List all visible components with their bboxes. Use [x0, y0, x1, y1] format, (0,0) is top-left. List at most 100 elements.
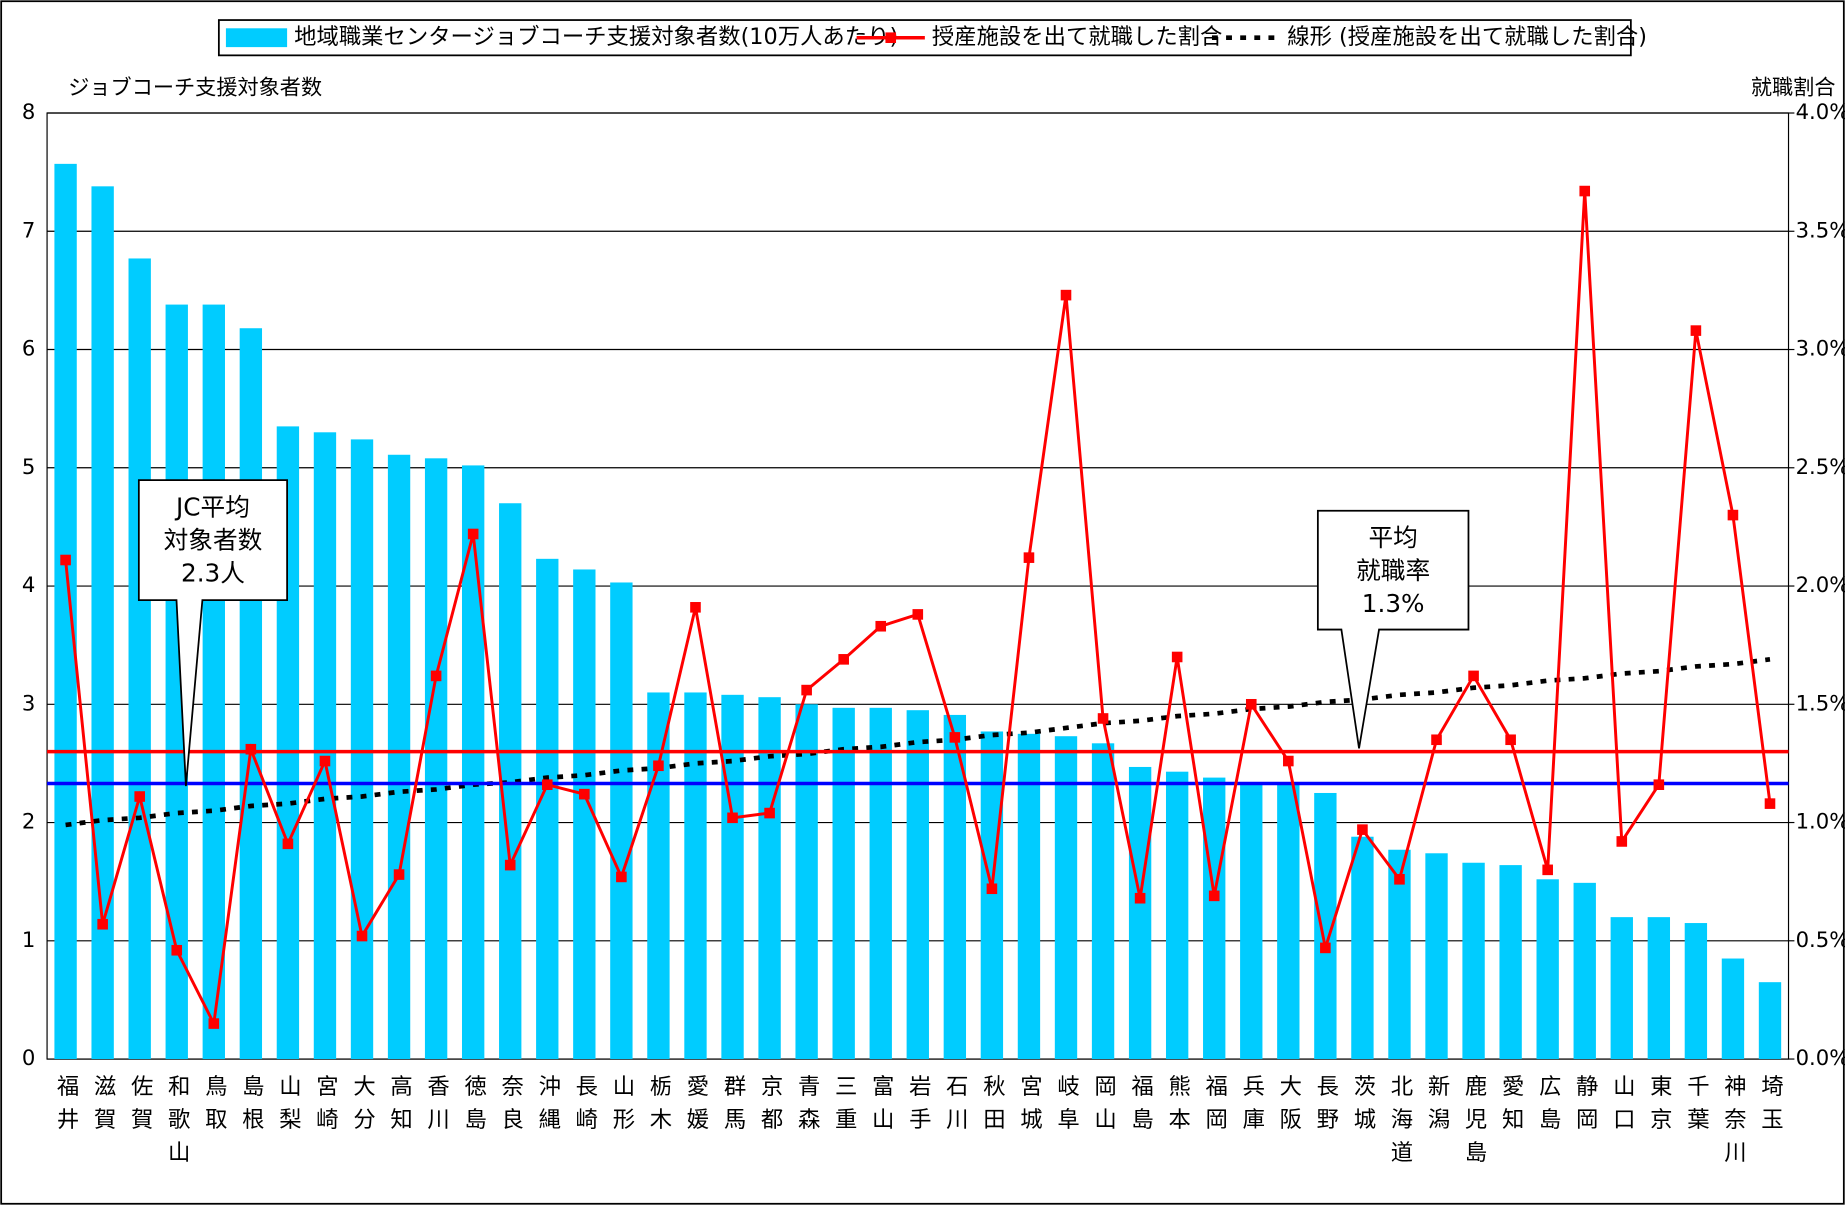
x-tick-label: 和歌山 [164, 1074, 190, 1173]
x-tick-label: 香川 [424, 1074, 450, 1140]
x-tick-label: 岡山 [1091, 1074, 1117, 1140]
line-marker [1357, 824, 1368, 835]
bar [1165, 771, 1189, 1060]
legend-swatch [225, 28, 288, 48]
line-marker [949, 732, 961, 743]
x-tick-label: 山口 [1609, 1074, 1635, 1140]
line-marker [764, 807, 775, 819]
x-tick-label: 大分 [350, 1074, 376, 1140]
x-tick-label: 山形 [609, 1074, 635, 1140]
bar [239, 328, 263, 1060]
callout-text: 就職率 [1356, 556, 1430, 585]
bar [313, 432, 337, 1060]
bar [610, 582, 633, 1060]
x-tick-label: 島根 [238, 1074, 264, 1140]
callout-text: 対象者数 [164, 525, 263, 554]
line-marker [430, 670, 442, 682]
y2-tick-label: 3.0% [1796, 336, 1845, 361]
y2-tick-label: 0.0% [1796, 1045, 1845, 1070]
x-tick-label: 長野 [1313, 1074, 1339, 1140]
line-marker [134, 791, 145, 802]
bar [1277, 784, 1300, 1060]
line-marker [1134, 892, 1146, 904]
x-tick-label: 岩手 [905, 1074, 931, 1140]
x-tick-label: 千葉 [1683, 1074, 1709, 1140]
bar [1684, 923, 1708, 1060]
y-tick-label: 3 [22, 690, 35, 715]
x-tick-label: 徳島 [461, 1074, 487, 1140]
line-marker [579, 788, 590, 800]
x-tick-label: 愛媛 [683, 1074, 709, 1140]
line-marker [1283, 755, 1294, 767]
callout-text: 2.3人 [181, 558, 245, 587]
bar [1610, 917, 1633, 1060]
line-marker [690, 602, 701, 613]
callout-text: 平均 [1368, 523, 1417, 552]
line-marker [171, 944, 183, 956]
x-tick-label: 富山 [868, 1074, 894, 1140]
x-tick-label: 栃木 [646, 1074, 672, 1140]
bar [721, 694, 744, 1060]
line-marker [727, 812, 738, 824]
bar [980, 731, 1004, 1060]
line-marker [1097, 713, 1109, 724]
line-marker [1060, 289, 1072, 301]
x-tick-label: 岐阜 [1054, 1074, 1080, 1140]
bar [1054, 736, 1078, 1060]
bar [424, 458, 448, 1060]
line-marker [245, 743, 257, 755]
x-tick-label: 新潟 [1424, 1074, 1450, 1140]
bar [1351, 836, 1374, 1060]
line-marker [1542, 864, 1553, 876]
line-marker [653, 760, 664, 772]
bar [1017, 733, 1041, 1060]
bar [795, 704, 818, 1060]
x-tick-label: 鹿児島 [1461, 1074, 1487, 1173]
x-tick-label: 宮城 [1016, 1074, 1042, 1140]
y2-tick-label: 0.5% [1796, 927, 1845, 952]
bar [1573, 882, 1596, 1060]
bar [1758, 982, 1782, 1060]
line-marker [282, 838, 294, 850]
y-axis-title: ジョブコーチ支援対象者数 [68, 74, 322, 99]
x-tick-label: 北海道 [1387, 1074, 1413, 1173]
line-marker [986, 883, 998, 895]
bar [1536, 879, 1559, 1060]
x-tick-label: 兵庫 [1239, 1074, 1265, 1140]
line-marker [875, 620, 887, 632]
x-tick-label: 群馬 [720, 1074, 746, 1140]
x-tick-label: 広島 [1535, 1074, 1561, 1140]
bar [536, 558, 559, 1060]
bar [1721, 958, 1745, 1060]
x-tick-label: 神奈川 [1720, 1074, 1746, 1173]
line-marker [356, 930, 368, 942]
line-marker [801, 684, 812, 696]
line-marker [467, 528, 479, 540]
y2-tick-label: 4.0% [1796, 99, 1845, 124]
bar [1240, 783, 1263, 1060]
y2-tick-label: 1.5% [1796, 690, 1845, 715]
bar [461, 465, 485, 1060]
x-tick-label: 鳥取 [201, 1074, 227, 1140]
line-marker [1320, 942, 1331, 954]
x-tick-label: 秋田 [979, 1074, 1005, 1140]
line-marker [1505, 734, 1516, 746]
bar [128, 258, 151, 1060]
x-tick-label: 沖縄 [535, 1074, 561, 1140]
y-tick-label: 8 [22, 99, 35, 124]
bar [387, 454, 411, 1060]
y2-tick-label: 3.5% [1796, 217, 1845, 242]
x-tick-label: 三重 [831, 1074, 857, 1140]
line-marker [838, 654, 849, 665]
y-tick-label: 2 [22, 809, 35, 834]
bar [1091, 743, 1115, 1060]
x-tick-label: 静岡 [1572, 1074, 1598, 1140]
line-marker [1431, 734, 1442, 746]
callout-text: 1.3% [1362, 589, 1425, 618]
line-marker [1171, 651, 1183, 663]
bar [1462, 862, 1485, 1060]
line-marker [1764, 798, 1776, 809]
x-tick-label: 滋賀 [90, 1074, 116, 1140]
callout [1316, 509, 1470, 749]
